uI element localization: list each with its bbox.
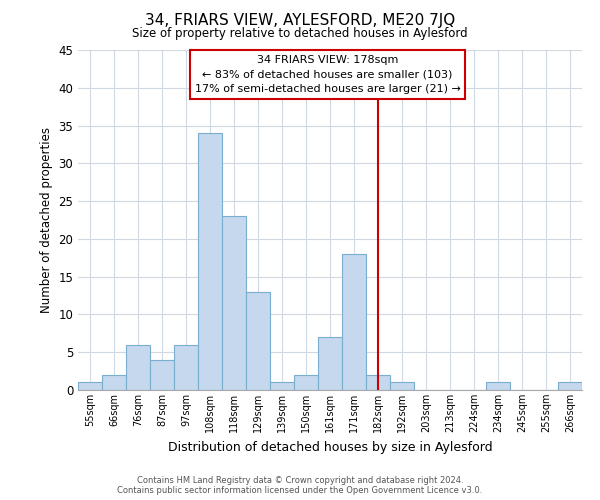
Bar [78, 382, 102, 390]
Y-axis label: Number of detached properties: Number of detached properties [40, 127, 53, 313]
Bar [174, 344, 198, 390]
Bar [150, 360, 174, 390]
Text: Contains HM Land Registry data © Crown copyright and database right 2024.
Contai: Contains HM Land Registry data © Crown c… [118, 476, 482, 495]
Bar [270, 382, 294, 390]
Bar [558, 382, 582, 390]
Bar [102, 375, 126, 390]
Bar [126, 344, 150, 390]
Bar [366, 375, 390, 390]
Bar [342, 254, 366, 390]
Text: 34, FRIARS VIEW, AYLESFORD, ME20 7JQ: 34, FRIARS VIEW, AYLESFORD, ME20 7JQ [145, 12, 455, 28]
X-axis label: Distribution of detached houses by size in Aylesford: Distribution of detached houses by size … [167, 440, 493, 454]
Text: 34 FRIARS VIEW: 178sqm
← 83% of detached houses are smaller (103)
17% of semi-de: 34 FRIARS VIEW: 178sqm ← 83% of detached… [194, 55, 460, 94]
Bar [318, 337, 342, 390]
Bar [486, 382, 510, 390]
Bar [294, 375, 318, 390]
Bar [222, 216, 246, 390]
Bar [198, 133, 222, 390]
Text: Size of property relative to detached houses in Aylesford: Size of property relative to detached ho… [132, 28, 468, 40]
Bar [246, 292, 270, 390]
Bar [390, 382, 414, 390]
